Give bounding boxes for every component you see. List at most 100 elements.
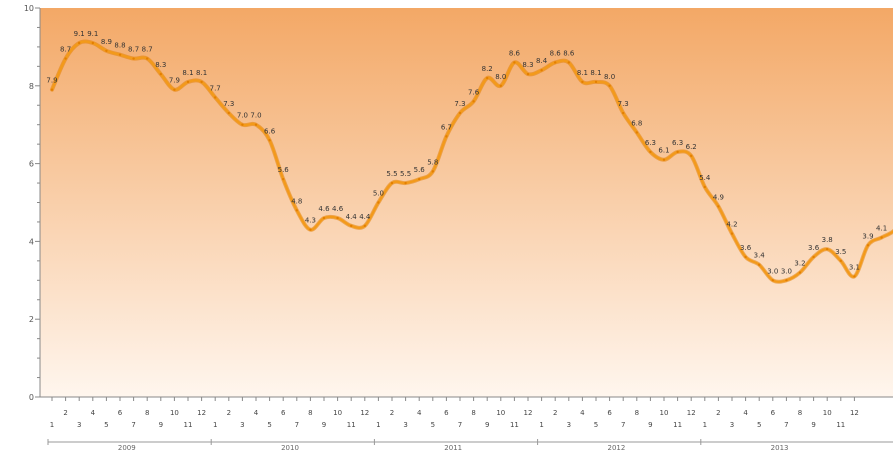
data-point [268, 139, 271, 142]
x-tick-label: 10 [660, 409, 669, 417]
y-tick-label: 2 [29, 315, 34, 324]
data-point [118, 53, 122, 56]
data-label: 4.8 [291, 197, 302, 205]
data-label: 8.1 [182, 69, 193, 77]
data-label: 3.1 [849, 263, 860, 271]
data-label: 4.3 [305, 217, 316, 225]
year-label: 2009 [118, 444, 136, 452]
data-label: 7.0 [237, 112, 248, 120]
data-point [227, 111, 230, 115]
x-tick-label: 2 [716, 409, 720, 417]
data-point [390, 181, 394, 185]
x-tick-label: 4 [580, 409, 585, 417]
x-tick-label: 11 [184, 421, 193, 429]
data-label: 4.2 [726, 221, 737, 229]
data-point [146, 57, 149, 60]
data-label: 4.4 [359, 213, 371, 221]
x-tick-label: 1 [213, 421, 217, 429]
data-point [594, 80, 598, 84]
x-tick-label: 8 [308, 409, 312, 417]
data-label: 5.5 [400, 170, 411, 178]
x-tick-label: 12 [524, 409, 533, 417]
data-point [676, 150, 679, 154]
data-point [826, 247, 829, 251]
data-point [282, 177, 285, 181]
data-point [91, 41, 95, 45]
x-tick-label: 7 [131, 421, 135, 429]
data-point [458, 111, 462, 115]
data-label: 5.6 [278, 166, 290, 174]
data-point [839, 259, 842, 263]
series-layer [50, 39, 893, 284]
data-point [622, 111, 625, 115]
data-point [690, 154, 693, 158]
x-tick-label: 7 [621, 421, 625, 429]
plot-background [40, 8, 893, 397]
data-label: 7.6 [468, 88, 480, 96]
x-tick-label: 12 [687, 409, 696, 417]
x-tick-label: 1 [703, 421, 707, 429]
data-point [404, 181, 407, 185]
year-label: 2013 [771, 444, 789, 452]
x-tick-label: 5 [594, 421, 598, 429]
x-tick-label: 3 [567, 421, 571, 429]
data-label: 9.1 [87, 30, 98, 38]
data-point [649, 150, 652, 154]
data-label: 4.6 [332, 205, 344, 213]
data-label: 8.7 [60, 46, 71, 54]
data-label: 7.3 [223, 100, 234, 108]
y-tick-label: 10 [24, 4, 34, 13]
x-tick-label: 1 [539, 421, 543, 429]
x-tick-label: 9 [648, 421, 652, 429]
data-label: 8.7 [128, 46, 139, 54]
data-label: 8.4 [536, 57, 548, 65]
x-tick-label: 10 [823, 409, 832, 417]
data-point [472, 100, 475, 103]
data-point [105, 49, 108, 52]
x-tick-label: 5 [104, 421, 108, 429]
x-tick-label: 6 [607, 409, 612, 417]
x-tick-label: 6 [118, 409, 123, 417]
data-point [322, 216, 326, 220]
data-label: 6.1 [658, 147, 669, 155]
data-label: 8.7 [142, 46, 153, 54]
data-label: 3.6 [808, 244, 820, 252]
data-point [758, 263, 761, 266]
x-tick-label: 8 [145, 409, 149, 417]
x-tick-label: 7 [458, 421, 462, 429]
data-label: 8.1 [196, 69, 207, 77]
data-point [513, 61, 516, 64]
data-point [159, 72, 162, 76]
x-axis: 1234567891011121234567891011121234567891… [40, 396, 893, 452]
x-tick-label: 4 [91, 409, 96, 417]
data-point [853, 275, 856, 278]
data-point [336, 216, 339, 220]
data-label: 3.8 [822, 236, 833, 244]
data-label: 4.1 [876, 225, 887, 233]
data-point [798, 271, 802, 274]
x-tick-label: 2 [390, 409, 394, 417]
x-tick-label: 1 [50, 421, 54, 429]
x-tick-label: 6 [281, 409, 286, 417]
data-label: 8.3 [155, 61, 166, 69]
data-label: 3.2 [794, 260, 805, 268]
data-point [717, 205, 720, 208]
data-label: 7.3 [618, 100, 629, 108]
data-point [200, 80, 203, 84]
x-tick-label: 9 [322, 421, 326, 429]
data-label: 3.4 [754, 252, 766, 260]
data-label: 3.5 [835, 248, 846, 256]
data-label: 8.1 [590, 69, 601, 77]
data-label: 3.0 [781, 267, 792, 275]
x-tick-label: 3 [403, 421, 407, 429]
data-label: 3.0 [767, 267, 778, 275]
x-tick-label: 6 [771, 409, 776, 417]
data-label: 7.7 [210, 84, 221, 92]
data-point [635, 131, 638, 134]
y-tick-label: 6 [29, 160, 34, 169]
x-tick-label: 7 [784, 421, 788, 429]
data-point [241, 123, 244, 126]
x-tick-label: 10 [496, 409, 505, 417]
year-label: 2011 [444, 444, 462, 452]
